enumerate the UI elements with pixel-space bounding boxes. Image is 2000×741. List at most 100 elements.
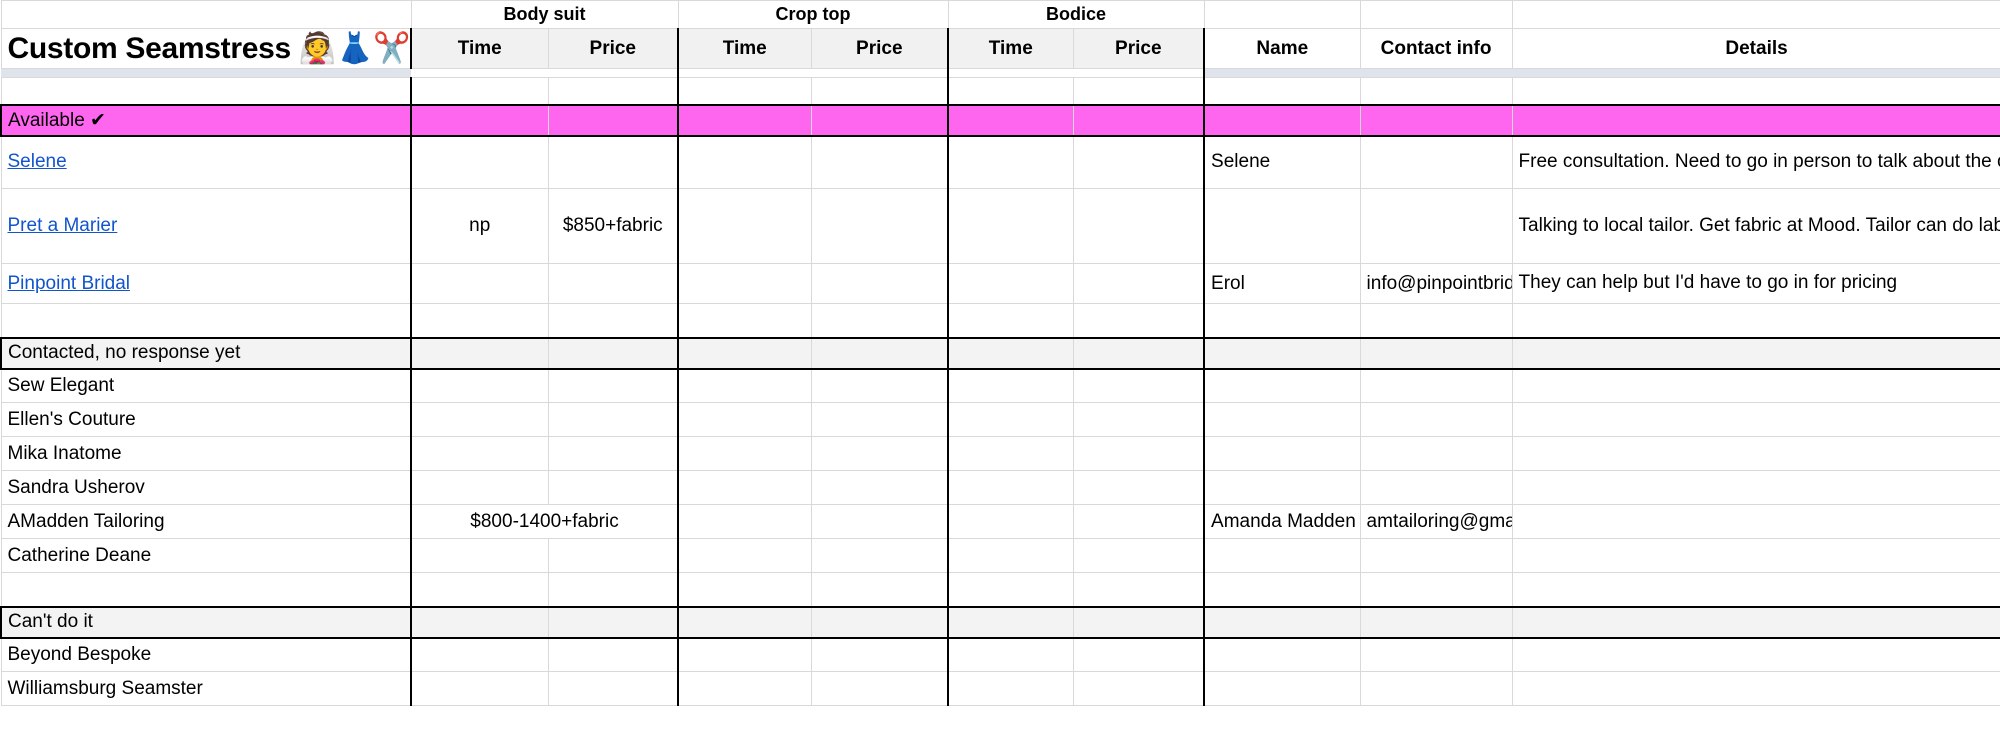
cell-bodice-price[interactable] xyxy=(1072,436,1206,471)
cell-name[interactable]: Amanda Madden xyxy=(1203,504,1361,539)
cell-croptop-time[interactable] xyxy=(677,671,812,706)
cell-croptop-price[interactable] xyxy=(810,188,950,264)
cell-contact[interactable] xyxy=(1359,637,1513,672)
cell-bodysuit-price[interactable] xyxy=(547,538,680,573)
vendor-cell[interactable] xyxy=(0,303,412,338)
cell-croptop-time[interactable] xyxy=(677,538,812,573)
vendor-cell[interactable]: Sandra Usherov xyxy=(0,470,412,505)
cell-details[interactable] xyxy=(1511,470,2000,505)
cell-bodice-price[interactable] xyxy=(1072,263,1206,304)
cell-croptop-time[interactable] xyxy=(677,470,812,505)
cell-croptop-time[interactable] xyxy=(677,504,812,539)
cell-croptop-price[interactable] xyxy=(810,637,950,672)
cell-croptop-price[interactable] xyxy=(810,263,950,304)
cell-croptop-price[interactable] xyxy=(810,135,950,189)
cell-bodysuit-price[interactable] xyxy=(547,637,680,672)
cell-details[interactable] xyxy=(1511,572,2000,607)
cell-bodice-price[interactable] xyxy=(1072,135,1206,189)
cell-details[interactable] xyxy=(1511,436,2000,471)
cell-croptop-price[interactable] xyxy=(810,368,950,403)
cell-bodysuit-time[interactable] xyxy=(410,135,549,189)
cell-name[interactable] xyxy=(1203,368,1361,403)
vendor-cell[interactable]: Sew Elegant xyxy=(0,368,412,403)
cell-croptop-price[interactable] xyxy=(810,572,950,607)
cell-contact[interactable] xyxy=(1359,135,1513,189)
cell-name[interactable] xyxy=(1203,470,1361,505)
cell-bodysuit-time[interactable] xyxy=(410,572,549,607)
cell-bodysuit-price[interactable] xyxy=(547,671,680,706)
vendor-link-pinpoint-bridal[interactable]: Pinpoint Bridal xyxy=(7,272,131,294)
cell-contact[interactable] xyxy=(1359,572,1513,607)
cell-contact[interactable] xyxy=(1359,436,1513,471)
cell-bodice-time[interactable] xyxy=(947,572,1074,607)
cell-bodysuit-time[interactable] xyxy=(410,402,549,437)
vendor-cell[interactable]: Pinpoint Bridal xyxy=(0,263,412,304)
cell-croptop-time[interactable] xyxy=(677,188,812,264)
vendor-link-pret-a-marier[interactable]: Pret a Marier xyxy=(7,215,118,236)
cell-bodice-price[interactable] xyxy=(1072,637,1206,672)
cell-bodysuit-price[interactable] xyxy=(547,368,680,403)
cell-croptop-price[interactable] xyxy=(810,303,950,338)
cell-croptop-price[interactable] xyxy=(810,402,950,437)
cell-contact[interactable]: info@pinpointbridal.com xyxy=(1359,263,1513,304)
vendor-cell[interactable]: Selene xyxy=(0,135,412,189)
cell-croptop-time[interactable] xyxy=(677,135,812,189)
cell-contact[interactable] xyxy=(1359,538,1513,573)
cell-details[interactable]: Free consultation. Need to go in person … xyxy=(1511,135,2000,189)
cell-contact[interactable]: amtailoring@gmail.com xyxy=(1359,504,1513,539)
cell-details[interactable] xyxy=(1511,402,2000,437)
cell-bodice-price[interactable] xyxy=(1072,188,1206,264)
cell-bodice-price[interactable] xyxy=(1072,470,1206,505)
cell-croptop-price[interactable] xyxy=(810,504,950,539)
vendor-cell[interactable]: Pret a Marier xyxy=(0,188,412,264)
cell-details[interactable] xyxy=(1511,671,2000,706)
cell-details[interactable] xyxy=(1511,303,2000,338)
cell-bodice-time[interactable] xyxy=(947,637,1074,672)
cell-name[interactable] xyxy=(1203,572,1361,607)
cell-croptop-time[interactable] xyxy=(677,637,812,672)
cell-name[interactable] xyxy=(1203,637,1361,672)
cell-details[interactable] xyxy=(1511,538,2000,573)
cell-bodice-price[interactable] xyxy=(1072,368,1206,403)
vendor-cell[interactable]: Catherine Deane xyxy=(0,538,412,573)
cell-croptop-price[interactable] xyxy=(810,436,950,471)
cell-name[interactable] xyxy=(1203,671,1361,706)
cell-bodysuit-price[interactable] xyxy=(547,263,680,304)
cell-contact[interactable] xyxy=(1359,470,1513,505)
cell-bodice-time[interactable] xyxy=(947,135,1074,189)
cell-bodysuit-price[interactable] xyxy=(547,135,680,189)
vendor-link-selene[interactable]: Selene xyxy=(7,151,67,173)
cell-bodysuit-price[interactable] xyxy=(547,436,680,471)
cell-bodysuit-price[interactable] xyxy=(547,402,680,437)
cell-bodysuit-time[interactable] xyxy=(410,470,549,505)
cell-bodice-time[interactable] xyxy=(947,671,1074,706)
cell-contact[interactable] xyxy=(1359,188,1513,264)
cell-bodysuit-time[interactable] xyxy=(410,303,549,338)
vendor-cell[interactable]: AMadden Tailoring xyxy=(0,504,412,539)
vendor-cell[interactable]: Beyond Bespoke xyxy=(0,637,412,672)
cell-croptop-time[interactable] xyxy=(677,402,812,437)
cell-details[interactable] xyxy=(1511,368,2000,403)
cell-bodysuit-time[interactable] xyxy=(410,263,549,304)
vendor-cell[interactable]: Mika Inatome xyxy=(0,436,412,471)
cell-bodice-time[interactable] xyxy=(947,436,1074,471)
cell-bodysuit-price[interactable]: $850+fabric xyxy=(547,188,680,264)
cell-name[interactable] xyxy=(1203,402,1361,437)
cell-contact[interactable] xyxy=(1359,368,1513,403)
cell-croptop-price[interactable] xyxy=(810,470,950,505)
cell-bodysuit-time[interactable] xyxy=(410,436,549,471)
cell-croptop-time[interactable] xyxy=(677,263,812,304)
cell-croptop-time[interactable] xyxy=(677,368,812,403)
cell-name[interactable] xyxy=(1203,538,1361,573)
cell-contact[interactable] xyxy=(1359,303,1513,338)
cell-details[interactable] xyxy=(1511,504,2000,539)
cell-croptop-price[interactable] xyxy=(810,538,950,573)
cell-bodice-price[interactable] xyxy=(1072,402,1206,437)
vendor-cell[interactable] xyxy=(0,572,412,607)
cell-details[interactable]: They can help but I'd have to go in for … xyxy=(1511,263,2000,304)
cell-contact[interactable] xyxy=(1359,671,1513,706)
cell-bodysuit-price[interactable] xyxy=(547,303,680,338)
cell-croptop-time[interactable] xyxy=(677,303,812,338)
cell-bodysuit-time[interactable] xyxy=(410,637,549,672)
cell-name[interactable]: Selene xyxy=(1203,135,1361,189)
